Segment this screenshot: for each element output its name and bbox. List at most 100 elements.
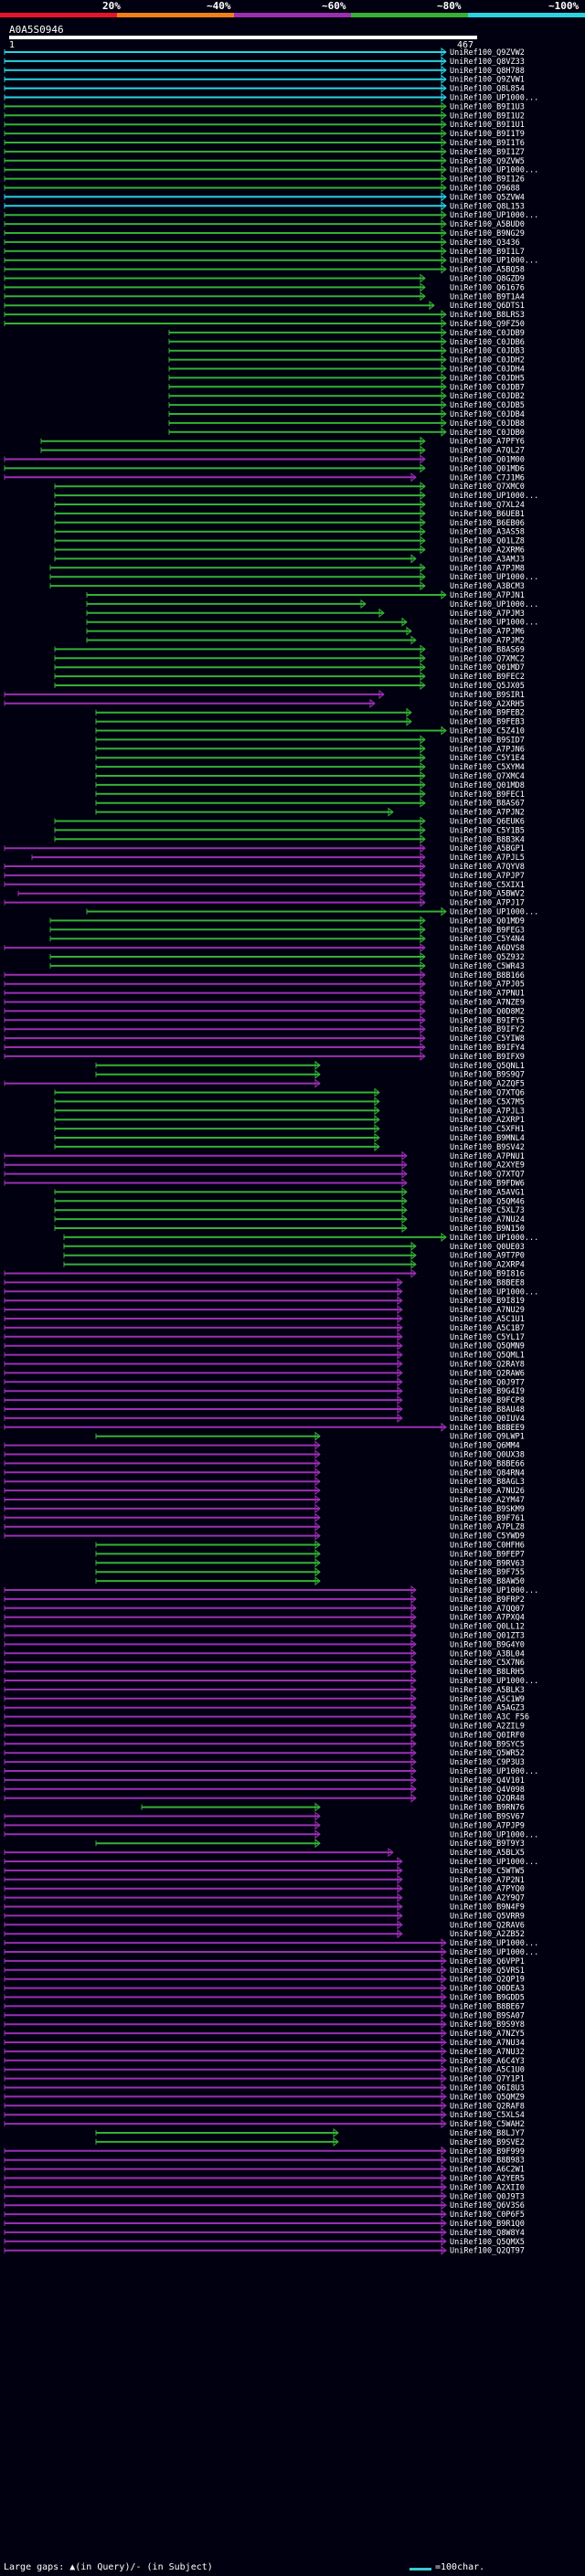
hit-label[interactable]: UniRef100_A7NU26 [450,1487,525,1496]
hit-label[interactable]: UniRef100_B9I126 [450,175,525,185]
hit-label[interactable]: UniRef100_Q5VRR9 [450,1912,525,1921]
hit-label[interactable]: UniRef100_A5AVG1 [450,1188,525,1197]
hit-label[interactable]: UniRef100_Q01MD8 [450,781,525,790]
hit-label[interactable]: UniRef100_Q01LZ8 [450,537,525,546]
hit-label[interactable]: UniRef100_Q0D8M2 [450,1007,525,1016]
hit-label[interactable]: UniRef100_C0JDB6 [450,338,525,347]
hit-label[interactable]: UniRef100_A5BLK3 [450,1686,525,1695]
hit-label[interactable]: UniRef100_A9T7P0 [450,1252,525,1261]
hit-label[interactable]: UniRef100_B9G4Y0 [450,1640,525,1649]
hit-label[interactable]: UniRef100_B9FEG3 [450,926,525,935]
hit-label[interactable]: UniRef100_B9F761 [450,1514,525,1523]
hit-label[interactable]: UniRef100_A7NU29 [450,1306,525,1315]
hit-label[interactable]: UniRef100_B9SIR1 [450,691,525,700]
hit-label[interactable]: UniRef100_Q9ZVW5 [450,157,525,166]
hit-label[interactable]: UniRef100_B9SKM9 [450,1505,525,1514]
hit-label[interactable]: UniRef100_A7PJP9 [450,1821,525,1830]
hit-label[interactable]: UniRef100_Q7XTQ6 [450,1089,525,1098]
hit-label[interactable]: UniRef100_Q9ZVW2 [450,48,525,58]
hit-label[interactable]: UniRef100_A7NU24 [450,1215,525,1224]
hit-label[interactable]: UniRef100_C5WTW5 [450,1867,525,1876]
hit-label[interactable]: UniRef100_UP1000... [450,600,538,610]
hit-label[interactable]: UniRef100_C5XL73 [450,1206,525,1215]
hit-label[interactable]: UniRef100_B9FDW6 [450,1180,525,1189]
hit-label[interactable]: UniRef100_B9I1U3 [450,102,525,111]
hit-label[interactable]: UniRef100_Q9ZVW1 [450,76,525,85]
hit-label[interactable]: UniRef100_A5C1W9 [450,1695,525,1704]
hit-label[interactable]: UniRef100_A2XYE9 [450,1161,525,1171]
hit-label[interactable]: UniRef100_C0JDB3 [450,347,525,356]
hit-label[interactable]: UniRef100_Q4V101 [450,1776,525,1786]
hit-label[interactable]: UniRef100_UP1000... [450,1586,538,1595]
hit-label[interactable]: UniRef100_B9FCP8 [450,1396,525,1405]
hit-label[interactable]: UniRef100_C0JDH2 [450,356,525,366]
hit-label[interactable]: UniRef100_A7QL27 [450,447,525,456]
hit-label[interactable]: UniRef100_A6C2W1 [450,2166,525,2175]
hit-label[interactable]: UniRef100_Q2RAY8 [450,1361,525,1370]
hit-label[interactable]: UniRef100_UP1000... [450,1948,538,1957]
hit-label[interactable]: UniRef100_UP1000... [450,1767,538,1776]
hit-label[interactable]: UniRef100_C5Y1E4 [450,754,525,763]
hit-label[interactable]: UniRef100_B9IFY5 [450,1016,525,1025]
hit-label[interactable]: UniRef100_B8AS67 [450,800,525,809]
hit-label[interactable]: UniRef100_Q01MD6 [450,464,525,473]
hit-label[interactable]: UniRef100_A7PFY6 [450,438,525,447]
hit-label[interactable]: UniRef100_Q3436 [450,239,520,248]
hit-label[interactable]: UniRef100_Q8GZD9 [450,275,525,284]
hit-label[interactable]: UniRef100_B8LRS3 [450,311,525,320]
hit-label[interactable]: UniRef100_Q7XL24 [450,501,525,510]
hit-label[interactable]: UniRef100_B8AGL3 [450,1478,525,1487]
hit-label[interactable]: UniRef100_A3AMJ3 [450,555,525,564]
hit-label[interactable]: UniRef100_Q5QMX5 [450,2238,525,2247]
hit-label[interactable]: UniRef100_C5XFH1 [450,1125,525,1134]
hit-label[interactable]: UniRef100_B9I1L7 [450,248,525,257]
hit-label[interactable]: UniRef100_A7PJ17 [450,899,525,908]
hit-label[interactable]: UniRef100_Q0UX38 [450,1451,525,1460]
hit-label[interactable]: UniRef100_UP1000... [450,257,538,266]
hit-label[interactable]: UniRef100_A3C F56 [450,1713,529,1723]
hit-label[interactable]: UniRef100_B8AU48 [450,1405,525,1415]
hit-label[interactable]: UniRef100_B9IFX9 [450,1053,525,1062]
hit-label[interactable]: UniRef100_Q5ZVW4 [450,193,525,202]
hit-label[interactable]: UniRef100_A2Y9Q7 [450,1894,525,1903]
hit-label[interactable]: UniRef100_A7PJN2 [450,809,525,818]
hit-label[interactable]: UniRef100_A7PLZ8 [450,1523,525,1532]
hit-label[interactable]: UniRef100_C5X7M5 [450,1097,525,1107]
hit-label[interactable]: UniRef100_Q8W8Y4 [450,2229,525,2238]
hit-label[interactable]: UniRef100_A5BWV2 [450,890,525,899]
hit-label[interactable]: UniRef100_A7PJL5 [450,853,525,863]
hit-label[interactable]: UniRef100_C5Z410 [450,727,525,737]
hit-label[interactable]: UniRef100_A7P2N1 [450,1876,525,1885]
hit-label[interactable]: UniRef100_UP1000... [450,1830,538,1839]
hit-label[interactable]: UniRef100_B9I1Z7 [450,148,525,157]
hit-label[interactable]: UniRef100_A5C1U1 [450,1315,525,1324]
hit-label[interactable]: UniRef100_Q01ZT3 [450,1632,525,1641]
hit-label[interactable]: UniRef100_Q5QML1 [450,1352,525,1361]
hit-label[interactable]: UniRef100_A2YM47 [450,1496,525,1505]
hit-label[interactable]: UniRef100_UP1000... [450,492,538,501]
hit-label[interactable]: UniRef100_Q61676 [450,283,525,292]
hit-label[interactable]: UniRef100_A2ZB52 [450,1930,525,1939]
hit-label[interactable]: UniRef100_Q4V098 [450,1786,525,1795]
hit-label[interactable]: UniRef100_C0JDB4 [450,410,525,419]
hit-label[interactable]: UniRef100_A5BQ58 [450,266,525,275]
hit-label[interactable]: UniRef100_A5BLX5 [450,1849,525,1858]
hit-label[interactable]: UniRef100_Q2RAF8 [450,2102,525,2111]
hit-label[interactable]: UniRef100_B9FEB2 [450,709,525,718]
hit-label[interactable]: UniRef100_Q7XMC4 [450,772,525,781]
hit-label[interactable]: UniRef100_A5BUD0 [450,220,525,229]
hit-label[interactable]: UniRef100_A7PJM8 [450,564,525,573]
hit-label[interactable]: UniRef100_B9IFY2 [450,1025,525,1034]
hit-label[interactable]: UniRef100_B9F999 [450,2147,525,2157]
hit-label[interactable]: UniRef100_C0JDH5 [450,374,525,383]
hit-label[interactable]: UniRef100_Q6VPP1 [450,1957,525,1966]
hit-label[interactable]: UniRef100_UP1000... [450,1858,538,1867]
hit-label[interactable]: UniRef100_B8LRH5 [450,1668,525,1677]
hit-label[interactable]: UniRef100_Q9688 [450,185,520,194]
hit-label[interactable]: UniRef100_UP1000... [450,166,538,175]
hit-label[interactable]: UniRef100_A5AGZ3 [450,1704,525,1713]
hit-label[interactable]: UniRef100_A7NZE9 [450,999,525,1008]
hit-label[interactable]: UniRef100_Q8H788 [450,67,525,76]
hit-label[interactable]: UniRef100_C0JDB2 [450,392,525,401]
hit-label[interactable]: UniRef100_B9I1U2 [450,111,525,121]
